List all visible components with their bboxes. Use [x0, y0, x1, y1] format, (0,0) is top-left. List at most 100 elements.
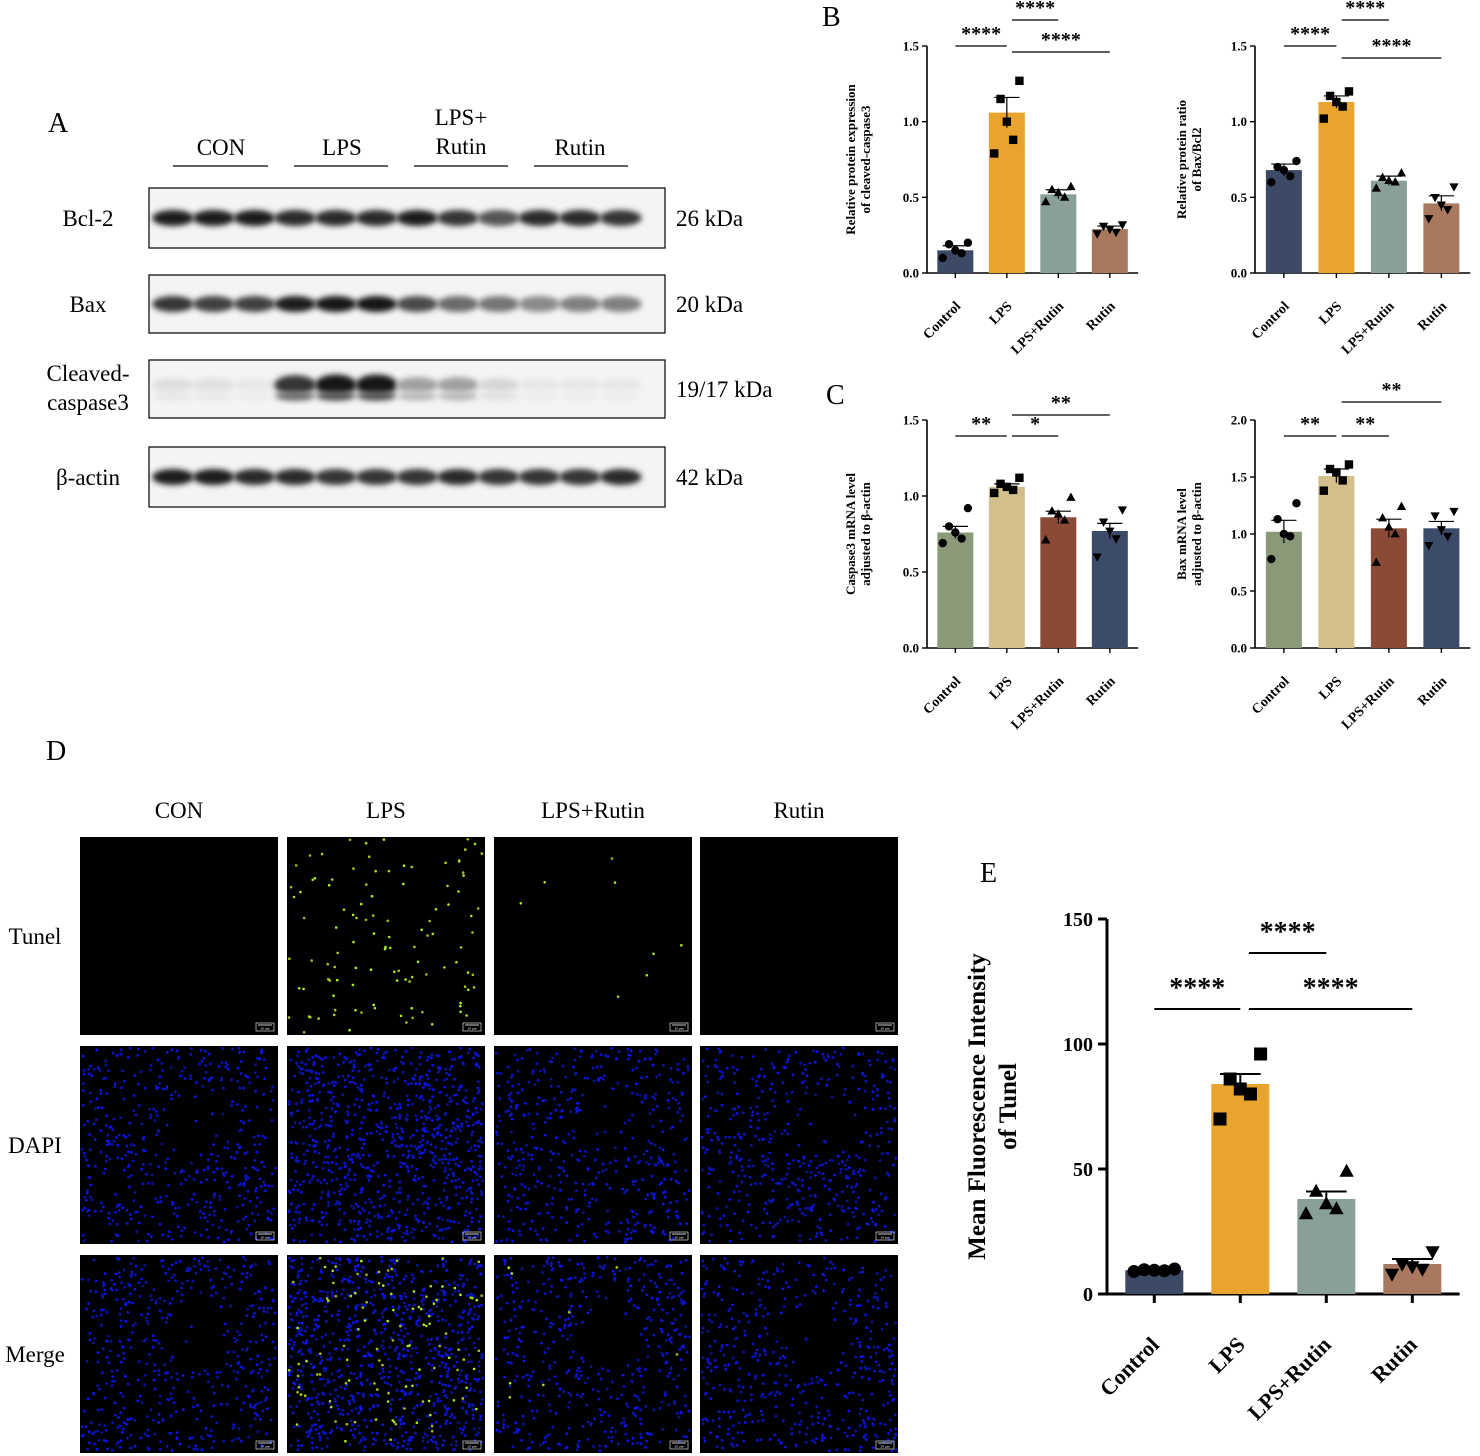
micro-nucleus — [651, 1063, 655, 1067]
micro-nucleus — [144, 1374, 148, 1377]
micro-nucleus — [468, 1310, 472, 1314]
micro-nucleus — [121, 1206, 124, 1210]
micro-nucleus — [673, 1402, 677, 1406]
micro-nucleus — [619, 1422, 623, 1425]
micro-nucleus — [296, 1332, 300, 1335]
micro-nucleus — [436, 1131, 440, 1134]
micro-nucleus — [549, 1290, 553, 1294]
micro-nucleus — [441, 1218, 444, 1221]
micro-nucleus — [236, 1220, 240, 1223]
micro-nucleus — [347, 1154, 350, 1158]
micro-nucleus — [603, 1410, 606, 1414]
micro-nucleus — [254, 1089, 257, 1093]
micro-nucleus — [852, 1215, 856, 1219]
micro-nucleus — [801, 1389, 805, 1393]
micro-nucleus — [512, 1141, 516, 1144]
micro-nucleus — [267, 1260, 270, 1263]
micro-nucleus — [268, 1262, 272, 1266]
micro-nucleus — [231, 1100, 234, 1104]
micro-nucleus — [645, 1149, 649, 1153]
micro-nucleus — [434, 1106, 437, 1110]
micro-nucleus — [884, 1107, 887, 1111]
micro-nucleus — [842, 1209, 846, 1213]
micro-nucleus — [86, 1397, 90, 1401]
micro-nucleus — [258, 1057, 262, 1061]
micro-nucleus — [336, 1370, 339, 1373]
micro-nucleus — [467, 1293, 471, 1297]
micro-nucleus — [223, 1207, 227, 1211]
micro-nucleus — [613, 1272, 617, 1276]
micro-nucleus — [768, 1151, 772, 1155]
micro-tunel-dot — [429, 1413, 432, 1417]
micro-nucleus — [798, 1303, 802, 1306]
micro-nucleus — [96, 1429, 100, 1433]
micro-scale-label: 20 μm — [261, 1236, 270, 1240]
micro-nucleus — [667, 1403, 671, 1406]
micro-nucleus — [873, 1176, 877, 1180]
micro-nucleus — [296, 1109, 300, 1113]
micro-tunel-dot — [427, 1314, 431, 1318]
micro-nucleus — [733, 1325, 737, 1329]
micro-nucleus — [327, 1190, 330, 1194]
micro-nucleus — [329, 1119, 333, 1123]
micro-nucleus — [393, 1349, 397, 1352]
micro-nucleus — [676, 1286, 680, 1290]
micro-nucleus — [130, 1417, 133, 1420]
micro-nucleus — [890, 1449, 894, 1453]
micro-nucleus — [150, 1298, 154, 1302]
micro-nucleus — [640, 1100, 644, 1104]
micro-nucleus — [760, 1395, 763, 1398]
micro-nucleus — [343, 1228, 347, 1232]
micro-nucleus — [506, 1273, 510, 1277]
micro-nucleus — [447, 1173, 450, 1177]
micro-nucleus — [625, 1084, 629, 1088]
micro-nucleus — [737, 1132, 740, 1136]
micro-nucleus — [453, 1093, 456, 1097]
micro-tunel-dot — [472, 986, 476, 989]
micro-nucleus — [841, 1046, 845, 1050]
micro-nucleus — [740, 1165, 744, 1168]
micro-nucleus — [572, 1136, 576, 1140]
micro-nucleus — [657, 1272, 661, 1276]
micro-nucleus — [823, 1383, 827, 1387]
micro-nucleus — [105, 1310, 109, 1314]
micro-nucleus — [254, 1167, 257, 1171]
micro-nucleus — [159, 1196, 163, 1199]
micro-nucleus — [326, 1290, 329, 1294]
micro-nucleus — [356, 1053, 360, 1057]
micro-nucleus — [443, 1298, 446, 1302]
micro-nucleus — [123, 1079, 126, 1083]
micro-tunel-dot — [475, 1407, 478, 1411]
micro-nucleus — [796, 1113, 800, 1117]
micro-nucleus — [822, 1274, 826, 1277]
micro-nucleus — [309, 1427, 313, 1431]
micro-nucleus — [854, 1317, 858, 1321]
micro-nucleus — [348, 1317, 352, 1320]
micro-nucleus — [394, 1048, 397, 1052]
micro-nucleus — [447, 1367, 451, 1370]
micro-nucleus — [324, 1211, 328, 1215]
micro-nucleus — [707, 1313, 711, 1317]
micro-nucleus — [465, 1234, 468, 1238]
micro-nucleus — [885, 1079, 889, 1083]
micro-nucleus — [871, 1305, 875, 1309]
micro-nucleus — [883, 1423, 887, 1426]
micro-nucleus — [460, 1379, 464, 1383]
micro-nucleus — [546, 1347, 550, 1350]
micro-nucleus — [243, 1197, 247, 1200]
micro-nucleus — [438, 1434, 442, 1438]
micro-nucleus — [809, 1176, 812, 1180]
micro-nucleus — [109, 1340, 113, 1343]
micro-nucleus — [861, 1071, 864, 1075]
micro-nucleus — [359, 1138, 363, 1142]
micro-nucleus — [507, 1093, 511, 1097]
micro-nucleus — [631, 1372, 634, 1376]
wb-band-lower — [600, 391, 641, 401]
micro-tunel-dot — [354, 1291, 357, 1295]
micro-tunel-dot — [480, 852, 484, 855]
micro-nucleus — [444, 1227, 448, 1231]
micro-nucleus — [349, 1275, 352, 1279]
micro-nucleus — [731, 1107, 735, 1111]
micro-nucleus — [226, 1329, 230, 1333]
micro-nucleus — [363, 1345, 366, 1348]
